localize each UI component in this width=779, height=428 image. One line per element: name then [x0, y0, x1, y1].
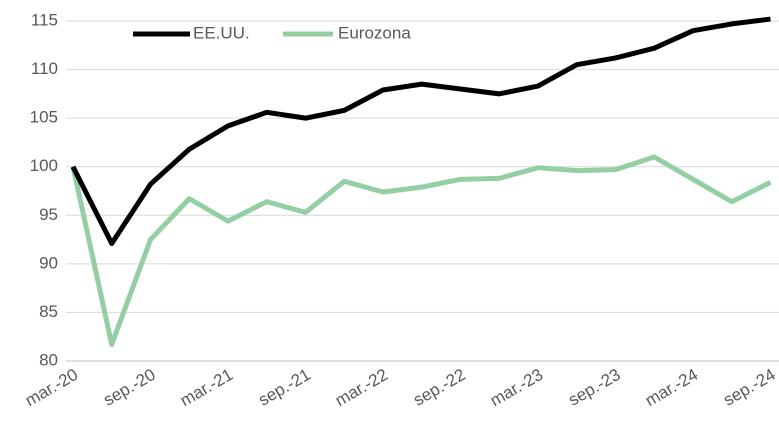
series-line [70, 16, 771, 246]
x-tick-label: sep.-23 [565, 365, 624, 410]
y-tick-label: 110 [31, 59, 58, 78]
x-tick-label: sep.-20 [100, 365, 159, 410]
legend: EE.UU. Eurozona [133, 23, 411, 42]
y-tick-label: 100 [30, 156, 58, 175]
x-tick-label: sep.-21 [255, 365, 314, 410]
y-tick-label: 85 [39, 302, 58, 321]
legend-label: Eurozona [338, 23, 411, 42]
y-tick-label: 90 [39, 253, 58, 272]
y-tick-label: 105 [30, 108, 58, 127]
x-tick-label: sep.-24 [720, 365, 779, 410]
legend-label: EE.UU. [193, 23, 250, 42]
y-tick-label: 95 [39, 205, 58, 224]
plot: 80 85 90 95 100 105 110 115 mar.-20 sep.-20 mar.-2… [22, 10, 779, 410]
x-tick-label: mar.-24 [642, 365, 701, 410]
x-tick-label: mar.-23 [487, 365, 546, 410]
x-tick-label: mar.-20 [22, 365, 81, 410]
x-tick-label: mar.-21 [177, 365, 236, 410]
y-tick-label: 80 [39, 350, 58, 369]
x-tick-label: mar.-22 [332, 365, 391, 410]
series-line [70, 154, 772, 347]
y-tick-label: 115 [31, 10, 58, 29]
x-tick-label: sep.-22 [410, 365, 469, 410]
